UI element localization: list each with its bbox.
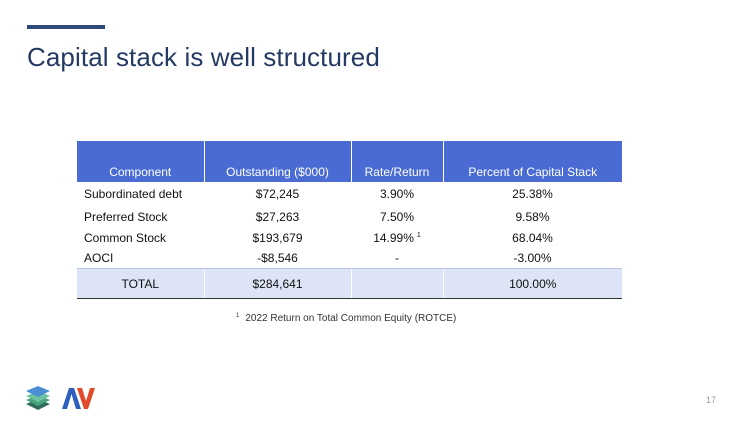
table-row: Common Stock $193,679 14.99% 1 68.04% [77,228,622,248]
page-title: Capital stack is well structured [27,42,380,72]
cell-rate: 3.90% [351,182,443,206]
cell-total-rate [350,268,443,299]
cell-outstanding: -$8,546 [204,248,351,269]
cell-component: Subordinated debt [77,182,204,206]
footnote-superscript: 1 [416,232,421,239]
cell-total-label: TOTAL [77,268,204,299]
cell-total-percent: 100.00% [442,268,622,299]
cell-percent: -3.00% [443,248,622,269]
table-row: AOCI -$8,546 - -3.00% [77,248,622,269]
accent-bar [27,25,105,29]
layered-stack-logo [26,386,50,410]
table-header-row: Component Outstanding ($000) Rate/Return… [77,141,622,182]
header-rate-return: Rate/Return [350,141,443,182]
header-outstanding: Outstanding ($000) [203,141,351,182]
cell-component: Common Stock [77,228,204,248]
cell-percent: 68.04% [443,228,622,248]
table-row: Preferred Stock $27,263 7.50% 9.58% [77,206,622,228]
footnote-marker: 1 [236,313,240,319]
cell-rate: - [351,248,443,269]
cell-outstanding: $27,263 [204,206,351,228]
cell-component: Preferred Stock [77,206,204,228]
cell-rate: 14.99% 1 [351,228,443,248]
cell-component: AOCI [77,248,204,269]
table-row: Subordinated debt $72,245 3.90% 25.38% [77,182,622,206]
cell-rate: 7.50% [351,206,443,228]
cell-total-outstanding: $284,641 [203,268,351,299]
cell-rate-value: 14.99% [373,231,414,245]
footnote: 1 2022 Return on Total Common Equity (ROT… [236,313,456,324]
footnote-text: 2022 Return on Total Common Equity (ROTC… [245,313,457,324]
capital-stack-table: Component Outstanding ($000) Rate/Return… [77,141,622,299]
cell-percent: 9.58% [443,206,622,228]
total-row: TOTAL $284,641 100.00% [77,268,622,299]
header-component: Component [77,141,204,182]
cell-outstanding: $72,245 [204,182,351,206]
page-number: 17 [706,395,717,405]
header-percent: Percent of Capital Stack [442,141,622,182]
cell-outstanding: $193,679 [204,228,351,248]
cell-percent: 25.38% [443,182,622,206]
av-logo [62,388,95,409]
